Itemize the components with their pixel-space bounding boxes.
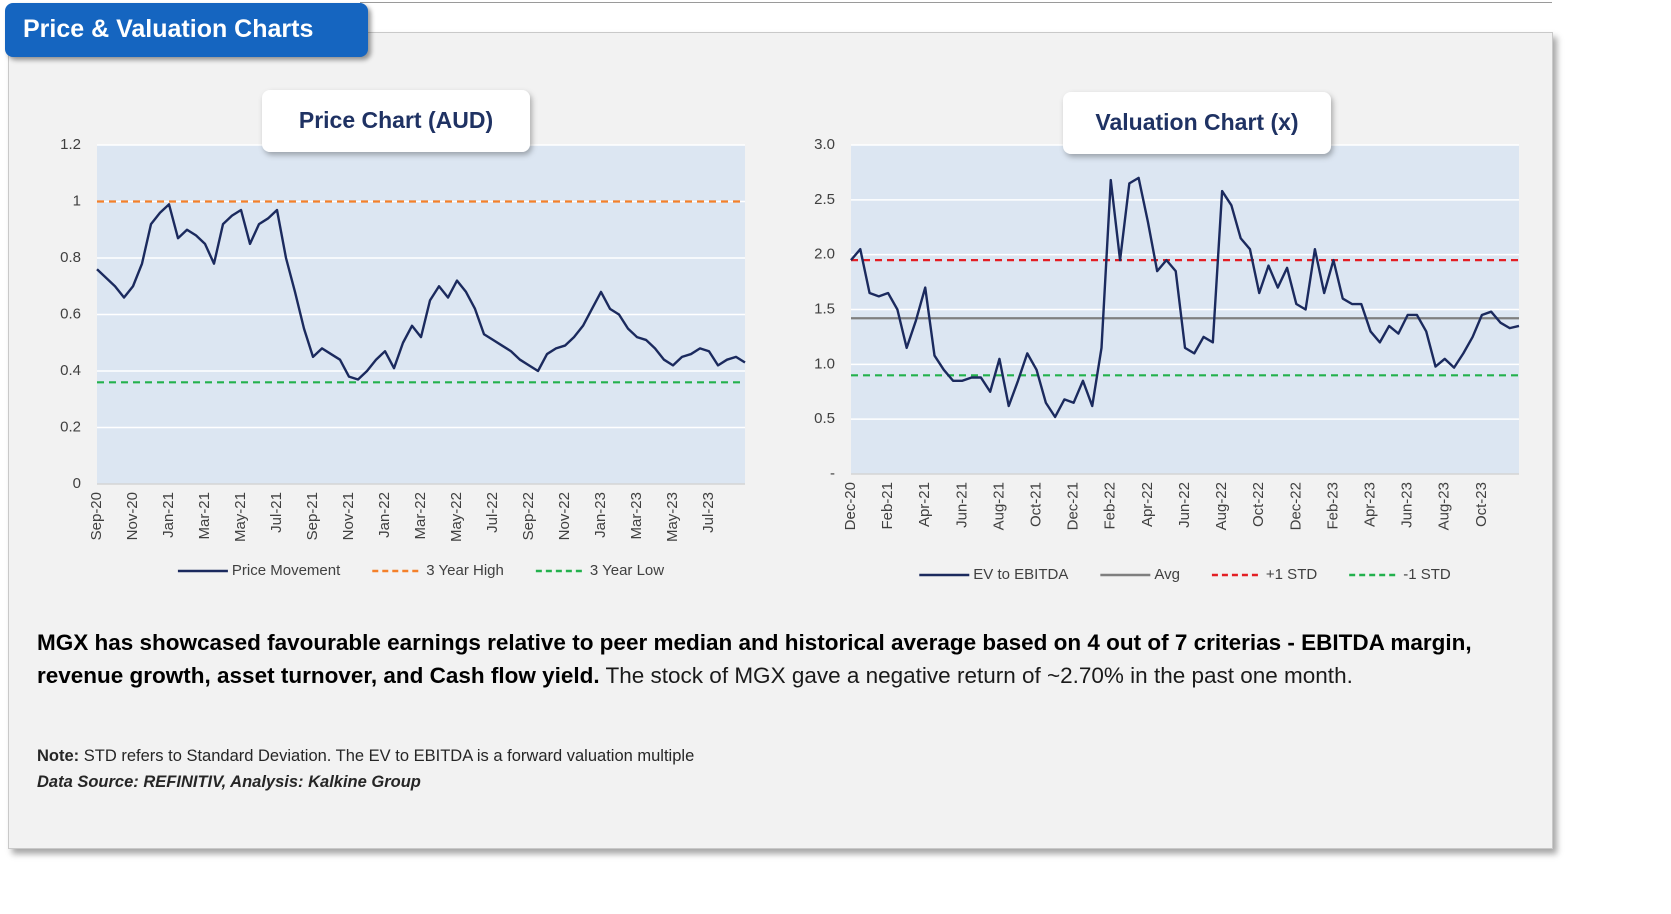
y-tick-label: 1 [73,192,81,209]
x-tick-label: Oct-22 [1250,482,1267,527]
note: Note: STD refers to Standard Deviation. … [37,747,694,766]
chart-title: Valuation Chart (x) [1095,109,1298,135]
x-tick-label: Apr-21 [916,482,933,527]
x-tick-label: Mar-22 [412,492,429,540]
legend-label: +1 STD [1266,566,1317,583]
x-tick-label: Aug-21 [990,482,1007,530]
x-tick-label: Feb-21 [879,482,896,530]
x-tick-label: Mar-23 [628,492,645,540]
x-tick-label: Apr-23 [1362,482,1379,527]
y-tick-label: 0.8 [60,249,81,266]
x-tick-label: Jul-22 [484,492,501,533]
y-tick-label: 0.2 [60,418,81,435]
legend: EV to EBITDA Avg +1 STD -1 STD [919,566,1451,583]
x-tick-label: Nov-21 [340,492,357,540]
x-tick-label: May-22 [448,492,465,542]
legend-label: 3 Year High [426,562,504,579]
note-label: Note: [37,747,80,765]
x-tick-label: Apr-22 [1139,482,1156,527]
x-tick-label: Nov-20 [124,492,141,540]
legend-label: 3 Year Low [590,562,664,579]
x-tick-label: Jul-21 [268,492,285,533]
y-tick-label: 0.6 [60,305,81,322]
x-tick-label: Dec-22 [1287,482,1304,530]
y-tick-label: 2.5 [814,191,835,208]
x-tick-label: Jul-23 [700,492,717,533]
x-tick-label: Aug-23 [1436,482,1453,530]
x-tick-label: Dec-20 [842,482,859,530]
y-tick-label: 1.5 [814,300,835,317]
x-tick-label: May-21 [232,492,249,542]
legend-label: Price Movement [232,562,341,579]
legend-label: Avg [1154,566,1180,583]
x-tick-label: Jan-23 [592,492,609,538]
y-tick-label: 0 [73,475,81,492]
top-rule [360,2,1552,3]
chart-title-box [262,90,530,152]
x-tick-label: Feb-23 [1324,482,1341,530]
x-tick-label: Jun-23 [1399,482,1416,528]
x-tick-label: Oct-23 [1473,482,1490,527]
x-tick-label: Sep-20 [88,492,105,540]
x-tick-label: Dec-21 [1065,482,1082,530]
x-tick-label: Sep-21 [304,492,321,540]
x-tick-label: Nov-22 [556,492,573,540]
source: Data Source: REFINITIV, Analysis: Kalkin… [37,773,421,791]
y-tick-label: 3.0 [814,136,835,153]
x-tick-label: Jun-22 [1176,482,1193,528]
header-title: Price & Valuation Charts [5,3,368,57]
x-tick-label: May-23 [664,492,681,542]
commentary-bold: MGX has showcased favourable earnings re… [37,630,1472,688]
x-tick-label: Jun-21 [953,482,970,528]
x-tick-label: Aug-22 [1213,482,1230,530]
legend-label: EV to EBITDA [973,566,1068,583]
y-tick-label: 0.4 [60,362,81,379]
legend-label: -1 STD [1403,566,1451,583]
legend: Price Movement 3 Year High 3 Year Low [177,562,664,579]
y-tick-label: - [830,465,835,482]
x-tick-label: Mar-21 [196,492,213,540]
chart-title: Price Chart (AUD) [299,107,493,133]
x-tick-label: Sep-22 [520,492,537,540]
y-tick-label: 0.5 [814,410,835,427]
y-tick-label: 1.0 [814,355,835,372]
y-tick-label: 2.0 [814,246,835,263]
y-tick-label: 1.2 [60,136,81,153]
data-line [850,176,1520,419]
x-tick-label: Jan-22 [376,492,393,538]
commentary: MGX has showcased favourable earnings re… [37,626,1507,692]
data-line [96,203,746,381]
commentary-text: The stock of MGX gave a negative return … [605,663,1353,688]
chart-title-box [1063,92,1331,154]
x-tick-label: Oct-21 [1028,482,1045,527]
x-tick-label: Feb-22 [1102,482,1119,530]
note-text: STD refers to Standard Deviation. The EV… [83,747,695,765]
x-tick-label: Jan-21 [160,492,177,538]
